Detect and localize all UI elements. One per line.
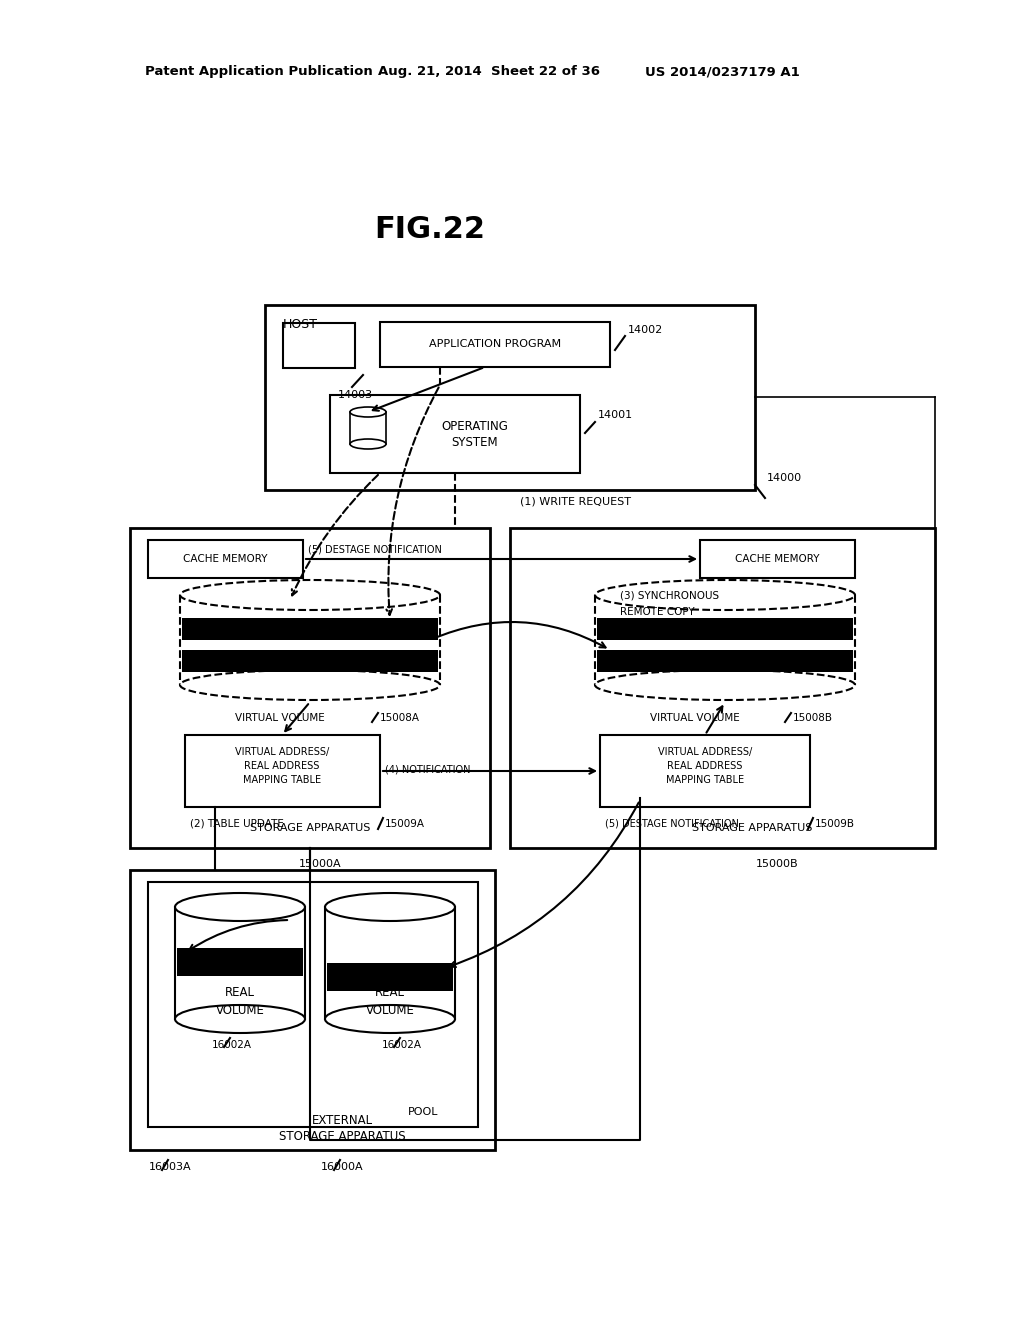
Bar <box>510 528 935 847</box>
Text: 14003: 14003 <box>338 389 373 400</box>
Bar <box>177 948 303 975</box>
Text: 16000A: 16000A <box>321 1162 364 1172</box>
Bar <box>182 618 438 640</box>
Text: VIRTUAL VOLUME: VIRTUAL VOLUME <box>650 713 740 723</box>
Text: Patent Application Publication: Patent Application Publication <box>145 66 373 78</box>
Text: Aug. 21, 2014  Sheet 22 of 36: Aug. 21, 2014 Sheet 22 of 36 <box>378 66 600 78</box>
Ellipse shape <box>180 671 440 700</box>
Text: (1) WRITE REQUEST: (1) WRITE REQUEST <box>520 498 631 507</box>
Ellipse shape <box>175 894 305 921</box>
Ellipse shape <box>325 894 455 921</box>
Text: MAPPING TABLE: MAPPING TABLE <box>666 775 744 785</box>
Bar <box>182 649 438 672</box>
Ellipse shape <box>350 440 386 449</box>
Text: 15009B: 15009B <box>815 818 855 829</box>
Text: STORAGE APPARATUS: STORAGE APPARATUS <box>692 822 812 833</box>
Text: 14002: 14002 <box>628 325 664 335</box>
Bar <box>600 735 810 807</box>
Text: (4) NOTIFICATION: (4) NOTIFICATION <box>385 764 470 774</box>
Text: REAL: REAL <box>375 986 406 999</box>
Text: SYSTEM: SYSTEM <box>452 437 499 450</box>
Text: 14001: 14001 <box>598 411 633 420</box>
Text: REAL: REAL <box>225 986 255 999</box>
Text: REAL ADDRESS: REAL ADDRESS <box>245 762 319 771</box>
Ellipse shape <box>595 579 855 610</box>
Text: US 2014/0237179 A1: US 2014/0237179 A1 <box>645 66 800 78</box>
Bar <box>327 964 453 991</box>
Text: (3) SYNCHRONOUS: (3) SYNCHRONOUS <box>620 591 719 601</box>
Text: FIG.22: FIG.22 <box>375 215 485 244</box>
Bar <box>185 735 380 807</box>
Bar <box>283 323 355 368</box>
Text: VIRTUAL ADDRESS/: VIRTUAL ADDRESS/ <box>234 747 329 756</box>
Text: 15008A: 15008A <box>380 713 420 723</box>
Text: VIRTUAL VOLUME: VIRTUAL VOLUME <box>236 713 325 723</box>
Text: CACHE MEMORY: CACHE MEMORY <box>735 554 819 564</box>
Text: 15009A: 15009A <box>385 818 425 829</box>
Text: (5) DESTAGE NOTIFICATION: (5) DESTAGE NOTIFICATION <box>308 545 442 554</box>
Text: STORAGE APPARATUS: STORAGE APPARATUS <box>279 1130 406 1143</box>
Text: CACHE MEMORY: CACHE MEMORY <box>182 554 267 564</box>
Text: (2) TABLE UPDATE: (2) TABLE UPDATE <box>190 818 284 829</box>
Bar <box>130 870 495 1150</box>
Ellipse shape <box>325 1005 455 1034</box>
Text: STORAGE APPARATUS: STORAGE APPARATUS <box>250 822 371 833</box>
Bar <box>597 649 853 672</box>
Text: HOST: HOST <box>283 318 317 331</box>
Text: VOLUME: VOLUME <box>366 1005 415 1018</box>
Text: APPLICATION PROGRAM: APPLICATION PROGRAM <box>429 339 561 348</box>
Text: POOL: POOL <box>408 1107 438 1117</box>
Text: VIRTUAL ADDRESS/: VIRTUAL ADDRESS/ <box>657 747 752 756</box>
Bar <box>265 305 755 490</box>
Bar <box>380 322 610 367</box>
Text: 14000: 14000 <box>767 473 802 483</box>
Text: 16002A: 16002A <box>382 1040 422 1049</box>
Bar <box>330 395 580 473</box>
Text: OPERATING: OPERATING <box>441 420 509 433</box>
Bar <box>148 882 478 1127</box>
Text: REMOTE COPY: REMOTE COPY <box>620 607 694 616</box>
Text: MAPPING TABLE: MAPPING TABLE <box>243 775 322 785</box>
Bar <box>130 528 490 847</box>
Ellipse shape <box>350 407 386 417</box>
Text: (5) DESTAGE NOTIFICATION: (5) DESTAGE NOTIFICATION <box>605 818 739 829</box>
Text: EXTERNAL: EXTERNAL <box>311 1114 373 1126</box>
Text: 15008B: 15008B <box>793 713 833 723</box>
Text: 15000A: 15000A <box>299 859 341 869</box>
Bar <box>700 540 855 578</box>
Bar <box>350 412 386 444</box>
Bar <box>148 540 303 578</box>
Ellipse shape <box>595 671 855 700</box>
Text: VOLUME: VOLUME <box>216 1005 264 1018</box>
Text: 16003A: 16003A <box>148 1162 191 1172</box>
Ellipse shape <box>180 579 440 610</box>
Ellipse shape <box>175 1005 305 1034</box>
Text: REAL ADDRESS: REAL ADDRESS <box>668 762 742 771</box>
Text: 15000B: 15000B <box>756 859 799 869</box>
Text: 16002A: 16002A <box>212 1040 252 1049</box>
Bar <box>597 618 853 640</box>
